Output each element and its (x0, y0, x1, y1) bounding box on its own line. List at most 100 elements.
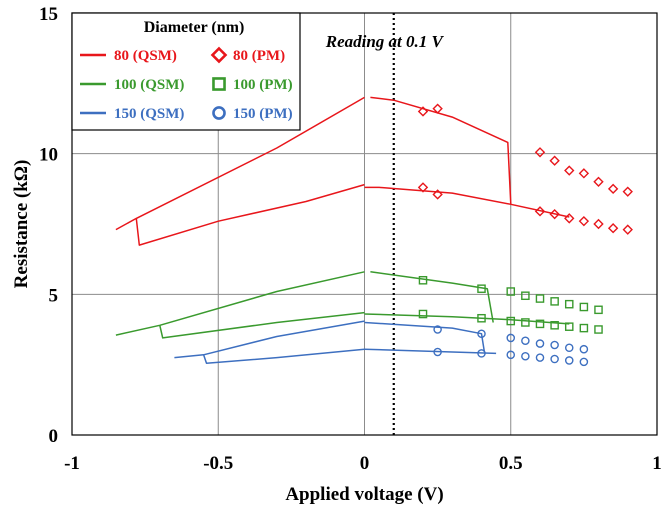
grid (72, 13, 657, 435)
data-point-square (594, 325, 603, 334)
data-point-diamond (549, 155, 560, 166)
data-point-square (506, 316, 516, 326)
data-point-circle (564, 343, 574, 353)
data-point-square (579, 323, 589, 333)
legend: Diameter (nm) 80 (QSM) 80 (PM) 100 (QSM) 10… (71, 12, 301, 131)
data-point-circle (506, 350, 516, 360)
data-point-square (477, 313, 486, 323)
data-point-diamond (564, 213, 575, 224)
series-line (202, 348, 365, 365)
data-point-diamond (593, 176, 604, 187)
data-point-square (521, 318, 530, 327)
series-80-qsm- (115, 96, 570, 246)
data-point-circle (550, 354, 559, 364)
data-point-diamond (534, 206, 546, 217)
data-point-square (506, 287, 516, 296)
legend-label: 80 (PM) (233, 48, 285, 64)
plot-area (71, 12, 658, 436)
series-line (364, 186, 570, 218)
reading-annotation: Reading at 0.1 V (325, 32, 445, 51)
x-tick-label: 1 (652, 453, 661, 474)
series-line (364, 348, 497, 355)
series-line (370, 271, 494, 323)
series-80-pm- (417, 103, 633, 235)
series-100-qsm- (115, 271, 570, 339)
data-point-diamond (607, 223, 619, 234)
y-axis-title: Resistance (kΩ) (11, 160, 32, 289)
data-point-circle (535, 353, 545, 362)
data-point-square (579, 302, 589, 312)
data-point-diamond (210, 46, 228, 64)
data-point-diamond (417, 182, 429, 193)
series-layer (115, 96, 633, 367)
data-point-circle (433, 325, 442, 334)
series-150-pm- (433, 325, 589, 367)
x-tick-label: 0.5 (499, 453, 523, 474)
data-point-circle (521, 336, 530, 346)
data-point-square (521, 291, 530, 301)
data-point-circle (477, 329, 486, 338)
series-line (364, 321, 486, 353)
data-point-square (212, 77, 226, 91)
y-tick-label: 15 (39, 4, 58, 25)
data-point-diamond (432, 189, 443, 200)
legend-label: 150 (PM) (233, 106, 293, 122)
data-point-circle (433, 347, 442, 357)
data-point-square (477, 284, 486, 293)
data-point-diamond (578, 215, 590, 227)
data-point-square (550, 297, 559, 306)
data-point-diamond (534, 147, 546, 158)
x-tick-label: -0.5 (203, 453, 233, 474)
data-point-diamond (607, 183, 619, 195)
y-tick-label: 0 (49, 426, 59, 447)
data-point-circle (477, 349, 486, 358)
data-point-diamond (432, 103, 443, 114)
series-line (115, 96, 365, 231)
series-line (174, 320, 365, 359)
data-point-circle (579, 357, 589, 367)
legend-box (71, 12, 301, 131)
legend-title: Diameter (nm) (144, 19, 245, 36)
series-100-pm- (418, 275, 603, 334)
data-point-diamond (622, 224, 633, 235)
legend-label: 100 (PM) (233, 77, 293, 93)
data-point-circle (550, 340, 559, 350)
legend-label: 80 (QSM) (114, 48, 177, 64)
series-line (370, 96, 512, 205)
data-point-square (535, 294, 545, 303)
data-point-square (594, 305, 603, 315)
data-point-circle (506, 333, 516, 343)
data-point-square (418, 275, 428, 285)
y-tick-label: 5 (49, 285, 59, 306)
data-point-square (550, 321, 559, 330)
legend-entries: 80 (QSM) 80 (PM) 100 (QSM) 100 (PM) 150 (QSM… (80, 46, 293, 122)
series-line (364, 313, 570, 325)
data-point-diamond (593, 218, 604, 230)
legend-label: 150 (QSM) (114, 106, 184, 122)
series-line (135, 183, 365, 246)
y-tick-label: 10 (39, 145, 58, 166)
data-point-circle (579, 344, 589, 354)
data-point-square (564, 322, 574, 331)
data-point-circle (521, 351, 530, 361)
series-line (159, 311, 365, 339)
data-point-circle (212, 106, 226, 120)
data-point-circle (564, 356, 574, 365)
data-point-diamond (622, 186, 633, 197)
x-axis-title: Applied voltage (V) (285, 484, 443, 505)
x-tick-label: -1 (64, 453, 80, 474)
series-line (115, 271, 365, 336)
legend-label: 100 (QSM) (114, 77, 184, 93)
data-point-square (418, 309, 428, 319)
series-150-qsm- (174, 320, 497, 365)
data-point-square (535, 319, 545, 329)
data-point-diamond (564, 165, 575, 176)
data-point-square (564, 299, 574, 309)
data-point-diamond (549, 208, 560, 220)
data-point-circle (535, 339, 545, 348)
data-point-diamond (417, 106, 429, 117)
data-point-diamond (578, 168, 590, 179)
x-tick-label: 0 (360, 453, 370, 474)
